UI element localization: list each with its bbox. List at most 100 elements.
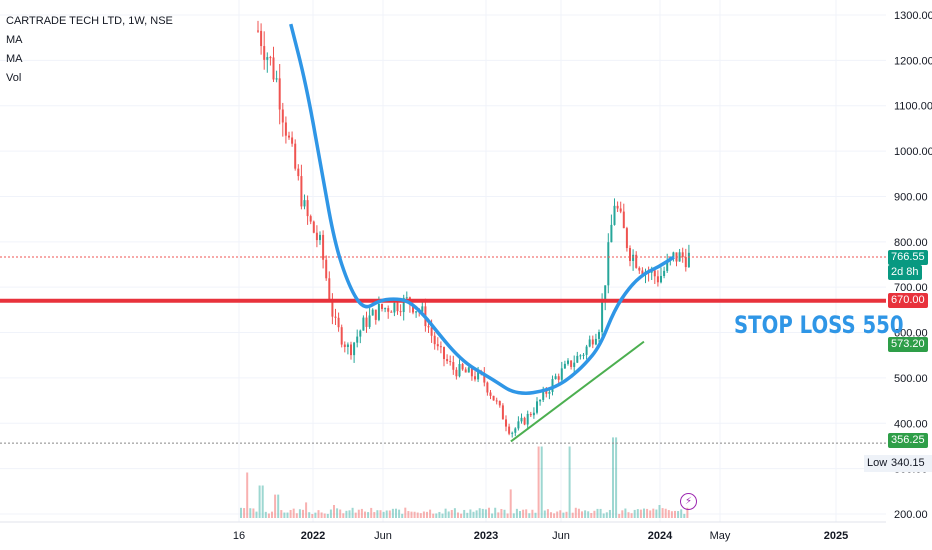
volume-bar [336, 508, 339, 518]
legend-ma-1[interactable]: MA [6, 34, 23, 46]
volume-bar [429, 509, 432, 518]
candle-body [288, 135, 290, 138]
chart-legend: CARTRADE TECH LTD, 1W, NSE MA MA Vol [6, 12, 173, 88]
x-tick-label: 16 [233, 530, 245, 542]
candle-body [632, 254, 635, 262]
volume-bar [608, 509, 611, 518]
price-axis: 1300.00 1200.00 1100.00 1000.00 900.00 800.00… [894, 10, 932, 521]
candle-body [629, 248, 631, 262]
volume-bar [571, 512, 574, 518]
y-tick-label: 200.00 [894, 509, 928, 521]
candle-body [325, 259, 328, 279]
x-tick-label: 2025 [824, 530, 848, 542]
candle-body [384, 308, 387, 310]
candle-body [579, 355, 582, 357]
volume-bar [407, 511, 410, 518]
symbol-title: CARTRADE TECH LTD, 1W, NSE [6, 15, 173, 27]
candle-body [328, 278, 331, 300]
candle-body [554, 376, 557, 380]
candle-body [545, 390, 548, 394]
candle-body [588, 339, 591, 347]
candle-body [266, 57, 269, 60]
candle-body [501, 405, 504, 420]
volume-bar [460, 513, 463, 518]
candle-body [446, 359, 449, 362]
volume-bar [593, 510, 596, 518]
volume-bar [522, 509, 525, 518]
moving-average-line [289, 23, 675, 395]
volume-bar [624, 508, 627, 518]
candlesticks [257, 20, 690, 438]
volume-bar [488, 507, 490, 518]
volume-bar [373, 512, 376, 518]
candle-body [312, 221, 315, 233]
lightning-bolt-icon[interactable]: ⚡ [680, 493, 697, 510]
volume-bar [553, 513, 556, 518]
volume-bar [568, 446, 571, 518]
candle-body [430, 327, 433, 336]
volume-bar [680, 509, 683, 518]
candle-body [427, 326, 430, 328]
volume-bar [497, 512, 500, 518]
volume-bar [447, 511, 450, 518]
candle-body [523, 417, 526, 425]
candle-body [275, 78, 278, 80]
candle-body [399, 311, 402, 313]
volume-bar [283, 512, 286, 518]
volume-bar [348, 510, 351, 518]
x-tick-label: 2022 [301, 530, 325, 542]
volume-bar [391, 508, 394, 518]
candle-body [443, 347, 445, 360]
volume-bar [639, 509, 642, 518]
volume-bar [519, 511, 521, 518]
candle-body [306, 200, 309, 217]
legend-ma-2[interactable]: MA [6, 53, 23, 65]
volume-bar [661, 508, 664, 518]
volume-bar [450, 509, 453, 518]
candle-body [567, 360, 569, 364]
volume-bar [298, 509, 301, 518]
volume-bar [540, 446, 543, 518]
candle-body [470, 367, 473, 377]
volume-bar [565, 511, 568, 518]
volume-bar [667, 510, 670, 518]
candle-body [495, 400, 498, 402]
volume-bar [481, 508, 484, 518]
candle-body [594, 338, 597, 345]
candle-body [458, 364, 461, 377]
stop-loss-annotation: STOP LOSS 550 [734, 311, 904, 339]
candle-body [653, 270, 656, 277]
legend-volume[interactable]: Vol [6, 72, 22, 84]
volume-bar [243, 508, 246, 518]
volume-bar [367, 512, 370, 518]
candle-body [263, 46, 266, 60]
candle-body [365, 317, 368, 327]
candle-body [439, 346, 442, 348]
x-tick-label: Jun [374, 530, 392, 542]
candle-body [687, 252, 690, 268]
candle-body [666, 260, 669, 271]
y-tick-label: 600.00 [894, 328, 928, 340]
volume-bar [308, 512, 311, 518]
volume-bar [385, 510, 388, 518]
low-text: Low [867, 457, 888, 469]
candle-body [477, 371, 480, 380]
candle-body [598, 332, 600, 339]
y-tick-label: 1100.00 [894, 101, 932, 113]
volume-bar [376, 510, 379, 518]
volume-bar [246, 472, 249, 518]
volume-bar [649, 510, 652, 518]
rising-trendline [510, 340, 645, 443]
candle-body [340, 327, 343, 345]
candle-body [663, 270, 666, 276]
candle-body [319, 234, 321, 241]
candle-body [474, 376, 476, 380]
candle-body [377, 303, 380, 320]
volume-bar [664, 508, 667, 518]
candle-body [486, 382, 489, 393]
ma-value-tag: 573.20 [888, 337, 928, 352]
volume-bar [469, 509, 472, 518]
candle-body [353, 342, 356, 356]
candle-body [672, 252, 675, 258]
volume-bar [398, 509, 401, 518]
